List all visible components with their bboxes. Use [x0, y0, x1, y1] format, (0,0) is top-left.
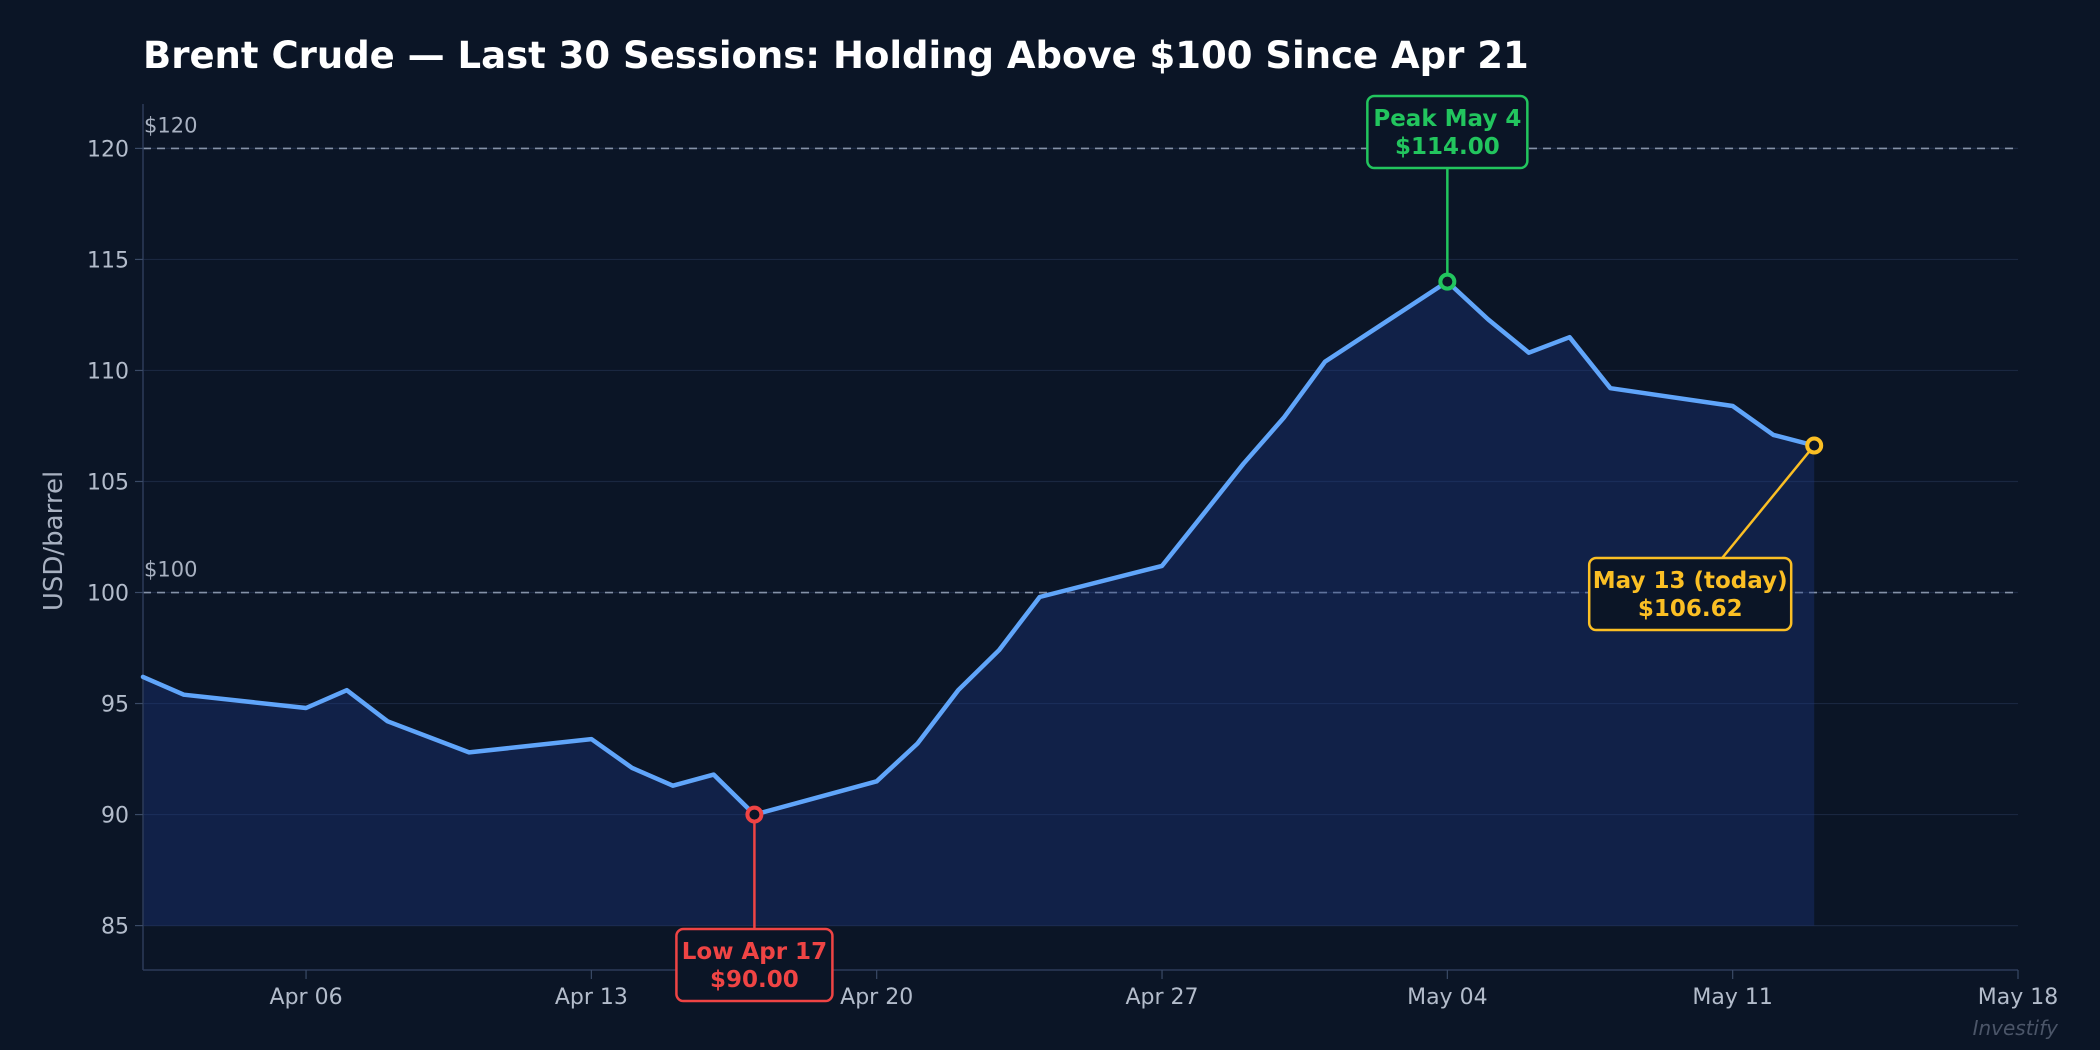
y-tick-label: 95	[101, 693, 129, 718]
area-fill	[143, 281, 1815, 926]
data-point	[345, 688, 349, 692]
data-point	[1242, 462, 1246, 466]
x-tick-labels: Apr 06 Apr 13 Apr 20 Apr 27 May 04 May 11 May …	[270, 970, 2058, 1010]
y-axis-label: USD/barrel	[39, 471, 69, 611]
annotation-text: Low Apr 17	[682, 939, 827, 965]
data-point	[997, 648, 1001, 652]
y-tick-label: 110	[87, 359, 129, 384]
reference-line-label: $100	[144, 558, 197, 582]
x-tick-label: May 11	[1692, 985, 1772, 1010]
data-point	[1323, 360, 1327, 364]
annotation-callout: Peak May 4$114.00	[1366, 94, 1529, 291]
axes	[142, 104, 2018, 971]
data-point	[671, 784, 675, 788]
y-tick-labels: 85 90 95 100 105 110 115 120	[87, 137, 143, 940]
x-tick-label: Apr 27	[1125, 985, 1198, 1010]
annotation-marker	[1805, 436, 1824, 455]
data-point	[915, 742, 919, 746]
data-point	[1486, 317, 1490, 321]
price-series	[140, 279, 1817, 817]
data-point	[956, 688, 960, 692]
data-point	[1568, 335, 1572, 339]
data-point	[1282, 415, 1286, 419]
data-point	[182, 693, 186, 697]
x-tick-label: Apr 20	[840, 985, 913, 1010]
x-tick-label: Apr 06	[270, 985, 343, 1010]
annotations: Peak May 4$114.00 Low Apr 17$90.00 May 13 …	[675, 94, 1824, 1003]
series-area	[143, 281, 1815, 926]
data-point	[630, 766, 634, 770]
annotation-box	[1587, 556, 1793, 632]
data-point	[1527, 351, 1531, 355]
y-tick-label: 120	[87, 137, 129, 162]
annotation-text: $114.00	[1395, 134, 1500, 160]
annotation-text: $90.00	[710, 967, 799, 993]
data-point	[1038, 595, 1042, 599]
data-point	[589, 737, 593, 741]
annotation-box	[675, 927, 834, 1003]
reference-line-label: $120	[144, 113, 197, 137]
data-point	[1201, 513, 1205, 517]
data-point	[141, 675, 145, 679]
x-tick-label: Apr 13	[555, 985, 628, 1010]
data-point	[304, 706, 308, 710]
data-point	[467, 750, 471, 754]
data-point	[875, 779, 879, 783]
watermark: Investify	[1973, 1016, 2060, 1040]
y-tick-label: 90	[101, 804, 129, 829]
reference-lines: $120 $100	[143, 113, 2018, 594]
annotation-callout: Low Apr 17$90.00	[675, 805, 834, 1003]
annotation-marker	[1438, 272, 1457, 291]
data-point	[712, 773, 716, 777]
annotation-text: $106.62	[1638, 596, 1743, 622]
y-tick-label: 100	[87, 582, 129, 607]
data-point	[1731, 404, 1735, 408]
data-point	[386, 719, 390, 723]
series-line	[140, 279, 1817, 817]
data-point	[1771, 433, 1775, 437]
y-tick-label: 85	[101, 915, 129, 940]
chart-title: Brent Crude — Last 30 Sessions: Holding …	[143, 34, 1529, 77]
annotation-marker	[745, 805, 764, 824]
annotation-box	[1366, 94, 1529, 170]
data-point	[1608, 386, 1612, 390]
data-point	[1160, 564, 1164, 568]
x-tick-label: May 04	[1407, 985, 1487, 1010]
y-tick-label: 115	[87, 248, 129, 273]
annotation-text: Peak May 4	[1373, 106, 1521, 132]
y-tick-label: 105	[87, 470, 129, 495]
annotation-leader	[1721, 444, 1816, 559]
annotation-callout: May 13 (today)$106.62	[1587, 436, 1824, 632]
annotation-text: May 13 (today)	[1593, 568, 1788, 594]
x-tick-label: May 18	[1978, 985, 2058, 1010]
